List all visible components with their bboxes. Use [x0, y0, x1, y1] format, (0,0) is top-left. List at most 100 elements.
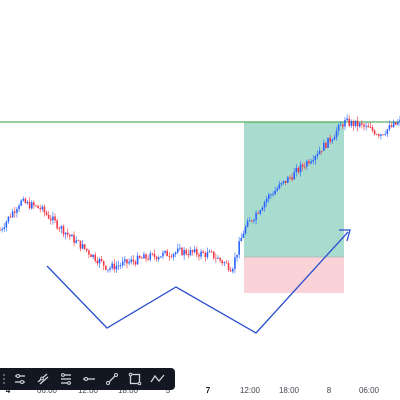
candle [100, 255, 103, 263]
candle [242, 230, 245, 239]
candle [308, 158, 310, 166]
candle-body [320, 150, 323, 152]
candle [196, 246, 198, 258]
candle [189, 246, 192, 257]
candle-body [196, 249, 198, 255]
candle-body [124, 259, 126, 262]
candle-body [7, 216, 10, 222]
candle [7, 216, 10, 225]
candle [394, 121, 397, 126]
candle-body [278, 184, 281, 189]
candle-body [179, 247, 181, 249]
candle-body [69, 234, 71, 237]
candle [316, 150, 319, 160]
candle [35, 204, 37, 207]
time-tick-label: 06:00 [36, 386, 58, 395]
candle [248, 216, 251, 222]
candle-body [145, 254, 147, 259]
candle-body [331, 139, 334, 142]
candle [14, 206, 16, 218]
candle-body [265, 198, 268, 203]
candle [160, 256, 162, 258]
candle-body [272, 194, 274, 196]
candle-body [325, 142, 327, 148]
horizontal-ray-icon[interactable] [79, 368, 99, 390]
candle-body [56, 220, 58, 229]
candle [303, 162, 306, 170]
trend-line-icon[interactable] [102, 368, 122, 390]
candle [179, 243, 181, 251]
candle [124, 256, 126, 266]
candle [229, 266, 232, 272]
candle [350, 119, 353, 128]
candle-body [164, 250, 166, 253]
candle-body [323, 142, 325, 151]
candle-body [149, 253, 152, 260]
candle-body [45, 212, 48, 215]
candle-body [41, 206, 44, 210]
candle [183, 247, 185, 260]
candle [257, 211, 260, 215]
regression-trend-icon[interactable] [56, 368, 76, 390]
candle [52, 211, 54, 225]
candle-body [206, 252, 209, 258]
candle [98, 257, 101, 268]
candle-body [352, 121, 355, 127]
candle [291, 173, 293, 182]
candle-body [26, 201, 29, 204]
time-tick-label: 06:00 [358, 386, 380, 395]
candle [375, 133, 378, 136]
path-icon[interactable] [148, 368, 168, 390]
candle [278, 180, 281, 190]
candle [246, 218, 249, 228]
candle-body [102, 260, 105, 266]
candle-body [251, 220, 253, 222]
candle [94, 252, 97, 263]
trend-angle-icon[interactable] [33, 368, 53, 390]
candle [58, 226, 61, 233]
candle-body [210, 251, 213, 253]
candle-body [105, 265, 107, 270]
candle [73, 231, 75, 247]
candle [225, 259, 228, 264]
candle [138, 254, 141, 259]
candle [136, 252, 139, 265]
rectangle-icon[interactable] [125, 368, 145, 390]
candle-body [303, 166, 306, 168]
candle-body [267, 194, 270, 199]
time-tick-label: 18:00 [278, 386, 300, 395]
candle [331, 138, 334, 144]
parallel-channel-icon[interactable] [10, 368, 30, 390]
candle-body [236, 254, 238, 258]
candle [28, 197, 31, 210]
candle [384, 131, 386, 137]
candle [267, 192, 270, 203]
candle [172, 252, 175, 261]
candle [215, 253, 217, 263]
candle [333, 134, 336, 140]
candle-body [100, 259, 103, 261]
price-chart[interactable] [0, 0, 400, 384]
candle-body [234, 257, 236, 269]
candle [388, 120, 391, 132]
candle-body [280, 182, 283, 185]
candle-body [242, 233, 245, 239]
candle [140, 256, 143, 259]
candle [272, 191, 274, 197]
candle [210, 249, 213, 253]
drag-handle-icon[interactable] [0, 368, 8, 390]
candle [69, 233, 71, 241]
candle [219, 257, 221, 263]
candle-body [9, 216, 12, 218]
candle [259, 209, 262, 216]
candle [361, 120, 363, 129]
candle-body [37, 205, 39, 209]
time-axis: 4 06:00 12:00 18:00 5 7 12:00 18:00 8 06:00 [0, 384, 400, 400]
candle-body [1, 229, 3, 230]
candle [157, 255, 160, 262]
candle-body [168, 256, 171, 257]
candle [54, 213, 56, 224]
candle-body [174, 252, 177, 254]
candle-body [71, 234, 73, 237]
